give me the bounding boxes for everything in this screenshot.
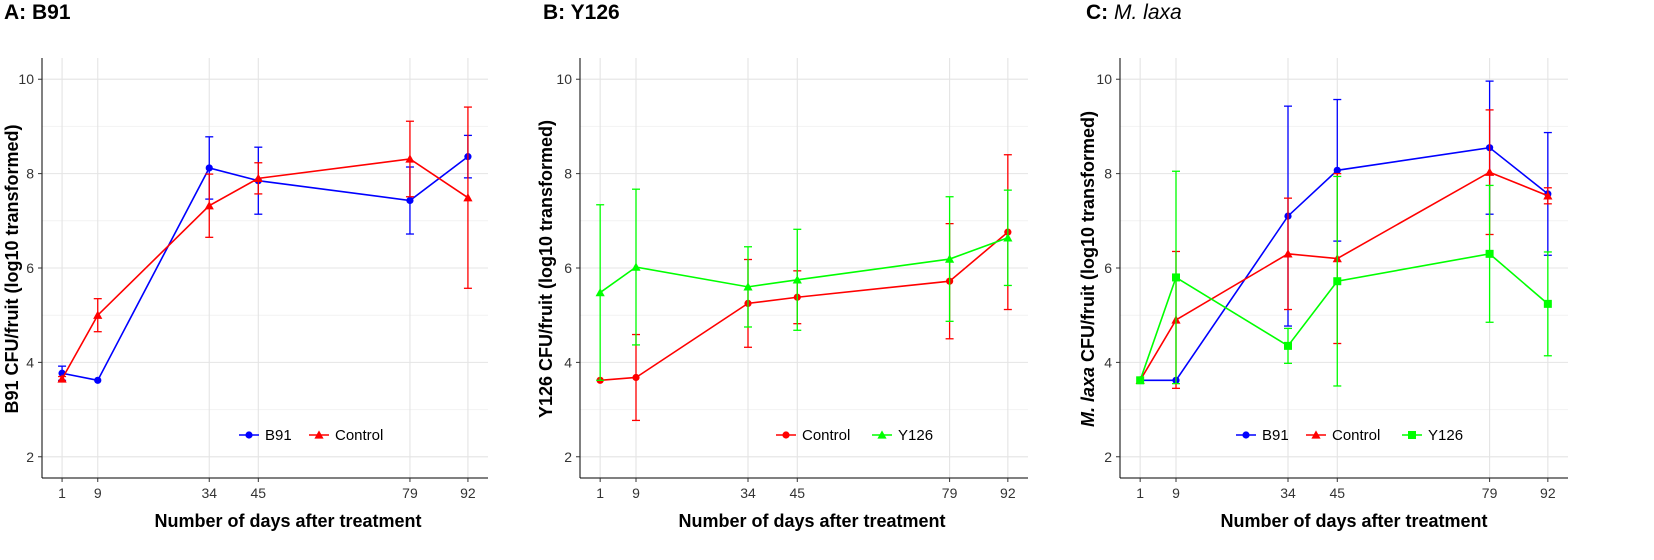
- panel-b-y-tick-label: 10: [556, 71, 572, 87]
- panel-b-series-y126-point: [743, 282, 753, 291]
- panel-b-series-y126-line: [599, 237, 1009, 294]
- panel-c-x-tick-label: 9: [1172, 485, 1180, 501]
- panel-b-series-control-line: [600, 231, 1009, 382]
- panel-c-legend-item-y126-marker: [1408, 431, 1416, 439]
- panel-b-y-tick-label: 2: [564, 449, 572, 465]
- panel-a-y-axis-title: B91 CFU/fruit (log10 transformed): [2, 124, 22, 413]
- panel-a-x-tick-label: 45: [251, 485, 267, 501]
- panel-b-title: B: Y126: [543, 1, 620, 24]
- panel-b-legend-item-y126-label: Y126: [898, 427, 933, 444]
- panel-a-y-tick-label: 10: [18, 71, 34, 87]
- panel-c-x-tick-label: 1: [1136, 485, 1144, 501]
- panel-a-legend-item-control-label: Control: [335, 427, 383, 444]
- panel-b-series-y126-point: [631, 262, 641, 271]
- panel-c-y-tick-label: 6: [1104, 260, 1112, 276]
- panel-a-x-tick-label: 9: [94, 485, 102, 501]
- panel-b-x-tick-label: 92: [1000, 485, 1016, 501]
- panel-b-legend-item-y126-marker: [877, 430, 887, 439]
- panel-a-plot-area: 2 4 6 8 10 1 9 34 45 79 92 B91 Control: [18, 58, 488, 501]
- panel-a-legend-item-control-marker: [314, 430, 324, 439]
- panel-c-series-y126-point: [1333, 277, 1342, 286]
- panel-a-y-tick-label: 8: [26, 166, 34, 182]
- panel-b-series-y126-point: [945, 254, 955, 263]
- panel-a-legend: B91 Control: [239, 427, 383, 444]
- panel-c-series-b91-line: [1140, 146, 1549, 382]
- panel-b-x-tick-label: 79: [942, 485, 958, 501]
- panel-a-series-b91-point: [205, 164, 213, 172]
- panel-c-x-tick-label: 92: [1540, 485, 1556, 501]
- panel-c-series-control-line: [1139, 171, 1549, 381]
- panel-c-plot-area: 2 4 6 8 10 1 9 34 45 79 92 B91 Control Y126: [1096, 58, 1568, 501]
- panel-b-x-axis-title: Number of days after treatment: [678, 511, 945, 531]
- panel-a-x-tick-label: 92: [460, 485, 476, 501]
- panel-b-series-y126-point: [595, 287, 605, 297]
- panel-b: B: Y126 2 4 6 8 10 1 9 34 45 79 92 Control Y126 Numb…: [536, 1, 1028, 531]
- panel-c-series-y126-point: [1172, 273, 1180, 282]
- panel-c-y-tick-label: 10: [1096, 71, 1112, 87]
- panel-a-series-control-line: [61, 158, 469, 380]
- panel-b-legend-item-control-label: Control: [802, 427, 850, 444]
- panel-b-x-tick-label: 34: [740, 485, 756, 501]
- panel-a-title: A: B91: [4, 1, 71, 24]
- panel-c-series-y126-point: [1136, 376, 1145, 385]
- panel-a-series-b91-point: [406, 196, 414, 205]
- panel-c-series-control-point: [1543, 191, 1553, 200]
- panel-c-x-tick-label: 45: [1329, 485, 1345, 501]
- panel-c-series-y126-line: [1139, 252, 1549, 381]
- panel-c-legend-item-y126-label: Y126: [1428, 427, 1463, 444]
- panel-b-series-y126-point: [792, 275, 802, 284]
- panel-c-y-axis-title: M. laxa CFU/fruit (log10 transformed): [1078, 111, 1098, 427]
- panel-c-series-b91-point: [1333, 166, 1341, 174]
- panel-a-series-control-point: [405, 154, 415, 163]
- panel-a-series-b91-point: [94, 376, 102, 384]
- panel-a-series-b91-line: [61, 155, 469, 382]
- panel-c-series-control-point: [1283, 249, 1293, 258]
- panel-c-legend: B91 Control Y126: [1236, 427, 1463, 444]
- panel-b-plot-area: 2 4 6 8 10 1 9 34 45 79 92 Control Y126: [556, 58, 1028, 501]
- panel-a-x-tick-label: 79: [402, 485, 418, 501]
- panel-a-series-control-point: [57, 374, 67, 383]
- panel-a-series-control-point: [204, 201, 214, 210]
- panel-c-series-y126-point: [1543, 299, 1552, 308]
- panel-a-y-tick-label: 6: [26, 260, 34, 276]
- panel-c: C: M. laxa 2 4 6 8 10 1 9 34 45 79 92 B91 Control Y12…: [1078, 1, 1568, 531]
- panel-b-x-tick-label: 9: [632, 485, 640, 501]
- panel-c-x-tick-label: 34: [1280, 485, 1296, 501]
- panel-a-series-control-point: [463, 193, 473, 202]
- panel-b-y-tick-label: 6: [564, 260, 572, 276]
- panel-a-y-tick-label: 2: [26, 449, 34, 465]
- panel-c-x-tick-label: 79: [1482, 485, 1498, 501]
- panel-a-series-control-point: [93, 310, 103, 319]
- panel-a-x-tick-label: 34: [201, 485, 217, 501]
- panel-c-legend-item-b91-marker: [1242, 431, 1250, 439]
- panel-c-legend-item-control-marker: [1311, 430, 1321, 439]
- panel-c-series-control-point: [1485, 167, 1495, 176]
- panel-a-legend-item-b91-marker: [245, 431, 253, 439]
- panel-b-series-y126-point: [1003, 233, 1013, 242]
- panel-b-y-axis-title: Y126 CFU/fruit (log10 transformed): [536, 120, 556, 418]
- panel-c-series-y126-point: [1284, 341, 1292, 350]
- panel-c-x-axis-title: Number of days after treatment: [1220, 511, 1487, 531]
- panel-b-legend-item-control-marker: [782, 431, 790, 439]
- panel-b-x-tick-label: 1: [596, 485, 604, 501]
- panel-b-y-tick-label: 4: [564, 354, 572, 370]
- panel-c-legend-item-b91-label: B91: [1262, 427, 1289, 444]
- panel-a-x-tick-label: 1: [58, 485, 66, 501]
- panel-a-series-control-point: [253, 173, 263, 183]
- panel-a-y-tick-label: 4: [26, 354, 34, 370]
- panel-b-legend: Control Y126: [776, 427, 933, 444]
- panel-a-legend-item-b91-label: B91: [265, 427, 292, 444]
- panel-c-y-tick-label: 4: [1104, 354, 1112, 370]
- panel-c-y-tick-label: 2: [1104, 449, 1112, 465]
- panel-b-y-tick-label: 8: [564, 166, 572, 182]
- panel-b-x-tick-label: 45: [789, 485, 805, 501]
- panel-c-title: C: M. laxa: [1086, 1, 1182, 24]
- panel-c-legend-item-control-label: Control: [1332, 427, 1380, 444]
- panel-c-y-tick-label: 8: [1104, 166, 1112, 182]
- panel-b-series-control-point: [632, 373, 640, 382]
- panel-c-series-y126-point: [1485, 249, 1494, 258]
- panel-a-x-axis-title: Number of days after treatment: [154, 511, 421, 531]
- panel-a: A: B91 2 4 6 8 10 1 9 34 45 79 92 B91 Control Number…: [2, 1, 488, 531]
